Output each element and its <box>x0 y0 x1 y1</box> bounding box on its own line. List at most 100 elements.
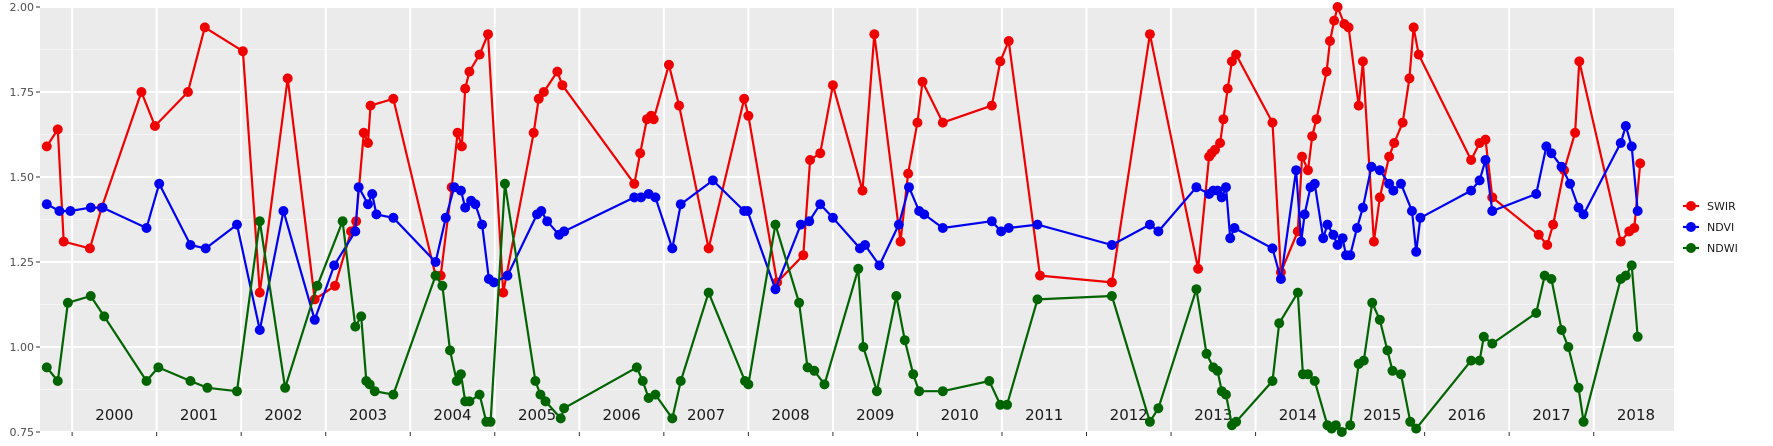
ndwi-point <box>770 219 781 230</box>
swir-point <box>533 93 544 104</box>
swir-point <box>1218 114 1229 125</box>
ndvi-point <box>1267 243 1278 254</box>
swir-point <box>895 236 906 247</box>
ndwi-point <box>1191 284 1202 295</box>
ndvi-point <box>1487 206 1498 216</box>
swir-point <box>1413 49 1424 60</box>
ndwi-point <box>1330 420 1341 431</box>
ndvi-point <box>1229 223 1240 233</box>
ndvi-point <box>97 202 108 213</box>
swir-point <box>1533 229 1544 240</box>
ndvi-point <box>1388 185 1399 196</box>
ndvi-point <box>1328 229 1339 240</box>
ndwi-point <box>356 311 367 322</box>
ndvi-point <box>770 284 781 295</box>
ndwi-point <box>1626 260 1637 271</box>
ndwi-point <box>1531 308 1542 318</box>
ndvi-point <box>986 216 997 227</box>
ndwi-point <box>185 376 196 386</box>
year-label: 2016 <box>1448 406 1486 424</box>
swir-point <box>1408 22 1419 33</box>
y-axis: 0.75 1.00 1.25 1.50 1.75 2.00 <box>10 1 40 439</box>
ndvi-point <box>1357 202 1368 213</box>
year-label: 2006 <box>602 406 640 424</box>
swir-point <box>827 80 838 91</box>
series-ndvi <box>41 121 1643 335</box>
ndwi-point <box>1367 297 1378 308</box>
swir-point <box>937 117 948 128</box>
ndvi-point <box>675 199 686 210</box>
y-tick-label: 2.00 <box>10 1 35 14</box>
ndvi-point <box>1216 192 1227 203</box>
swir-point <box>460 83 471 94</box>
swir-point <box>52 124 63 135</box>
ndwi-point <box>1474 355 1485 366</box>
ndwi-point <box>703 287 714 298</box>
ndvi-point <box>1299 209 1310 220</box>
ndvi-point <box>154 178 165 189</box>
year-label: 2001 <box>180 406 218 424</box>
swir-point <box>1357 56 1368 67</box>
swir-point <box>1487 192 1498 203</box>
ndwi-point <box>99 311 110 322</box>
ndvi-point <box>1565 178 1576 189</box>
swir-point <box>1368 236 1379 247</box>
swir-point <box>498 287 509 298</box>
legend-label: NDWI <box>1707 242 1738 255</box>
ndwi-point <box>1274 318 1285 329</box>
ndvi-point <box>827 212 838 223</box>
swir-point <box>1003 36 1014 46</box>
ndwi-point <box>1345 420 1356 431</box>
ndvi-point <box>1411 246 1422 257</box>
ndwi-point <box>153 362 164 373</box>
ndwi-point <box>430 270 441 281</box>
swir-point <box>917 76 928 87</box>
swir-point <box>464 66 475 77</box>
ndwi-point <box>464 396 475 407</box>
ndwi-point <box>254 216 265 227</box>
ndwi-point <box>1405 416 1416 427</box>
ndvi-point <box>141 223 152 233</box>
swir-point <box>58 236 69 247</box>
ndvi-point <box>1626 141 1637 152</box>
ndvi-point <box>667 243 678 254</box>
ndvi-point <box>430 257 441 267</box>
ndwi-point <box>1212 365 1223 376</box>
ndwi-point <box>984 376 995 386</box>
ndvi-point <box>1395 178 1406 189</box>
ndwi-point <box>1309 376 1320 386</box>
swir-point <box>1466 155 1477 165</box>
ndvi-point <box>1620 121 1631 131</box>
ndvi-point <box>650 192 661 203</box>
ndwi-point <box>202 382 213 393</box>
year-label: 2014 <box>1279 406 1317 424</box>
legend-label: SWIR <box>1707 200 1736 213</box>
series-swir <box>41 2 1646 305</box>
swir-point <box>1144 29 1155 40</box>
ndvi-point <box>1332 240 1343 250</box>
swir-point <box>1374 192 1385 203</box>
ndwi-point <box>364 379 375 390</box>
ndwi-point <box>1563 342 1574 352</box>
ndvi-point <box>559 226 570 237</box>
ndwi-point <box>1487 338 1498 349</box>
ndwi-point <box>485 416 496 427</box>
ndwi-point <box>899 335 910 346</box>
ndvi-point <box>1578 209 1589 220</box>
y-tick-label: 1.00 <box>10 341 35 354</box>
swir-point <box>365 100 376 111</box>
ndvi-point <box>329 260 340 271</box>
ndvi-point <box>1345 250 1356 261</box>
ndwi-point <box>52 376 63 386</box>
ndvi-point <box>1531 189 1542 199</box>
grid-lines: 2000 2001 2002 2003 2004 2005 2006 2007 2008 2009… <box>40 6 1674 433</box>
ndvi-point <box>1556 161 1567 172</box>
swir-point <box>805 155 816 165</box>
swir-point <box>1231 49 1242 60</box>
ndwi-point <box>41 362 52 373</box>
year-label: 2010 <box>941 406 979 424</box>
swir-point <box>648 114 659 125</box>
ndvi-point <box>185 240 196 250</box>
year-label: 2017 <box>1532 406 1570 424</box>
ndwi-point <box>1144 416 1155 427</box>
